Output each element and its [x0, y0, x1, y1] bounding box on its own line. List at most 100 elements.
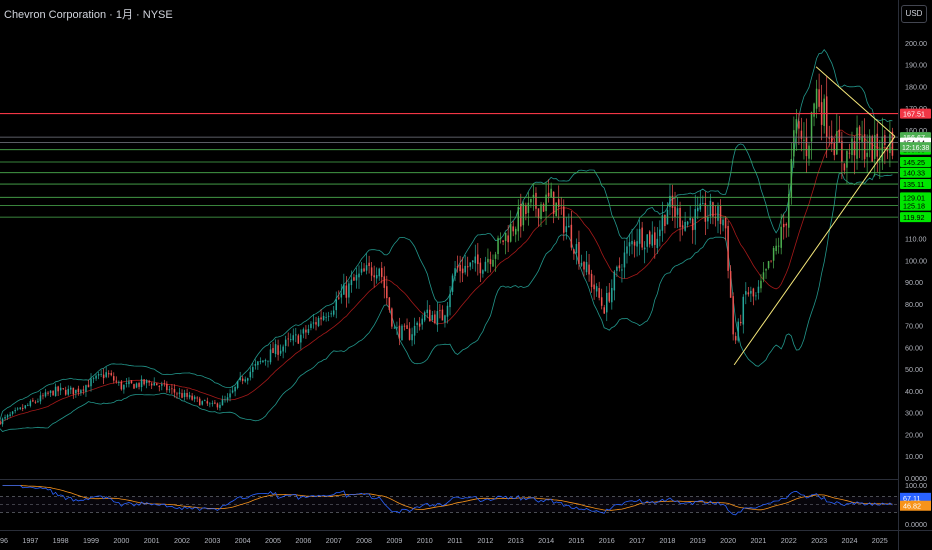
candle — [628, 233, 631, 256]
candle — [262, 360, 264, 363]
candle — [4, 414, 6, 421]
candle — [552, 191, 555, 224]
candle — [44, 388, 47, 398]
candle-body — [363, 268, 365, 272]
candle — [14, 407, 16, 414]
candle — [588, 254, 590, 282]
candle-body — [851, 138, 853, 155]
candle-body — [252, 367, 254, 373]
time-tick-label: 1999 — [83, 536, 99, 545]
candle-body — [654, 232, 656, 245]
candle — [100, 369, 102, 378]
time-axis[interactable]: 1996 1997 1998 1999 2000 2001 2002 2003 2004 2005… — [0, 536, 888, 545]
currency-button[interactable]: USD — [901, 5, 927, 23]
candle-body — [254, 364, 257, 366]
candle — [472, 260, 474, 269]
candle-body — [525, 204, 527, 214]
candle — [831, 120, 833, 153]
candle-body — [34, 401, 37, 403]
candle-body — [155, 383, 158, 386]
rsi-pane[interactable] — [0, 485, 898, 516]
candle — [307, 324, 310, 336]
main-pane[interactable] — [0, 49, 894, 432]
level-tag-text: 119.92 — [903, 213, 924, 222]
candle — [484, 256, 487, 272]
candle — [514, 226, 517, 243]
candle-body — [360, 268, 363, 273]
candle — [429, 304, 431, 322]
candle-body — [350, 279, 353, 286]
candle-body — [535, 192, 537, 209]
candle — [742, 294, 745, 334]
level-tag: 167.51 — [900, 108, 931, 119]
candle-body — [646, 234, 648, 247]
candle — [138, 381, 140, 390]
candle-body — [853, 141, 856, 156]
candle — [353, 273, 355, 281]
candle-body — [219, 404, 221, 408]
candle — [434, 310, 436, 325]
candle — [595, 283, 598, 297]
candle — [97, 372, 100, 380]
level-tag-bg — [900, 212, 931, 223]
candle — [90, 373, 92, 392]
candle-body — [282, 346, 284, 352]
bollinger-basis-line — [0, 129, 893, 425]
candle — [153, 377, 155, 386]
price-axis[interactable]: 200.00190.00180.00170.00160.00150.00140.… — [900, 39, 931, 529]
candle — [234, 386, 236, 397]
candle-body — [697, 207, 699, 212]
candle — [284, 335, 287, 353]
candle-body — [178, 392, 181, 394]
time-tick-label: 2023 — [811, 536, 827, 545]
candle — [16, 407, 19, 411]
level-tag: 135.11 — [900, 179, 931, 190]
candle-body — [517, 207, 520, 232]
candle-body — [846, 151, 848, 168]
candle-body — [274, 344, 277, 355]
candle-body — [808, 145, 810, 159]
candle — [282, 344, 284, 359]
candle-body — [540, 204, 542, 220]
candle-body — [459, 264, 461, 272]
candle-body — [866, 152, 868, 157]
candle-body — [464, 265, 466, 273]
candle — [140, 375, 143, 392]
candle-body — [800, 130, 803, 139]
candle-body — [482, 270, 484, 274]
candle-body — [429, 309, 431, 322]
candle-body — [206, 401, 209, 404]
candle-body — [648, 231, 651, 245]
candle — [11, 411, 14, 416]
candle-body — [641, 227, 643, 248]
candle-body — [856, 127, 858, 159]
candle — [277, 339, 279, 361]
price-tick-label: 20.00 — [905, 430, 923, 439]
level-tag-bg — [900, 156, 931, 167]
candle-body — [398, 325, 401, 339]
candle-body — [120, 381, 123, 390]
candle — [388, 296, 391, 313]
candle-body — [388, 297, 391, 310]
candle — [873, 118, 876, 177]
candle — [441, 305, 444, 321]
candle — [125, 378, 128, 388]
bollinger-lower-line — [0, 172, 893, 432]
candle — [209, 402, 211, 408]
candle-body — [679, 207, 681, 228]
candle-body — [1, 418, 4, 425]
candle-body — [82, 389, 85, 391]
symbol-title[interactable]: Chevron Corporation · 1月 · NYSE — [4, 9, 173, 21]
price-tick-label: 110.00 — [905, 235, 926, 244]
candle-body — [338, 297, 340, 299]
candle — [638, 219, 641, 256]
candle — [322, 312, 325, 322]
candle — [320, 309, 322, 326]
candle — [206, 397, 209, 407]
candle-body — [6, 415, 9, 418]
candle-body — [315, 322, 317, 325]
candle-body — [757, 286, 760, 294]
candle — [841, 131, 843, 180]
candle-body — [732, 296, 734, 335]
